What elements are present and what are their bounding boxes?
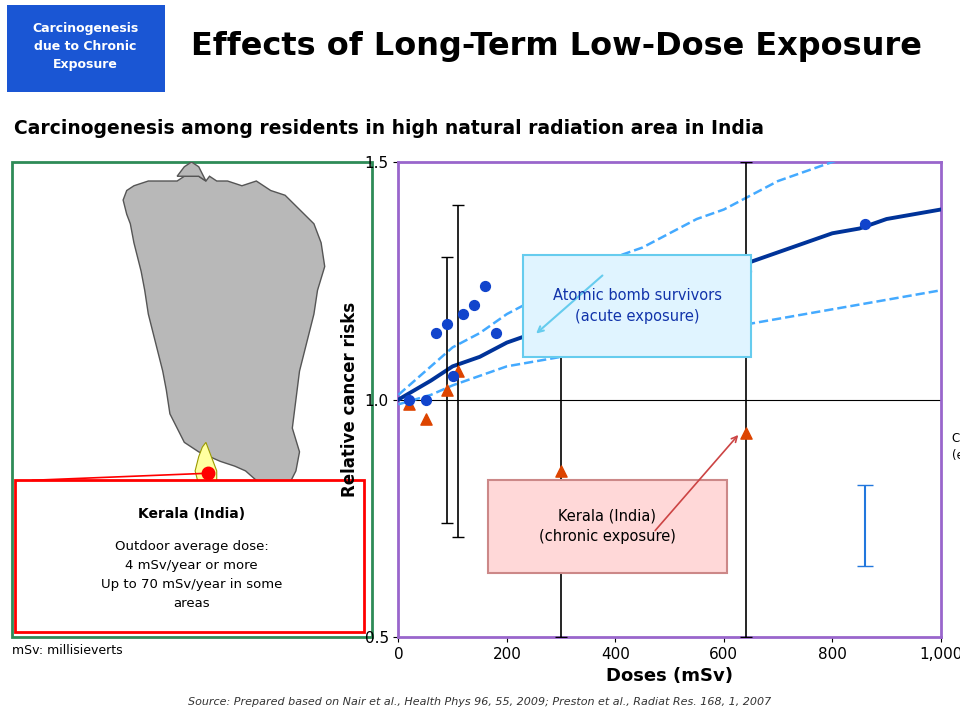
Text: Kerala (India): Kerala (India) (138, 507, 245, 521)
Point (440, 384, 455, 396)
Point (857, 218, 873, 230)
Text: Confidence interval
(error bar): Confidence interval (error bar) (951, 432, 960, 462)
Point (467, 299, 482, 310)
X-axis label: Doses (mSv): Doses (mSv) (606, 667, 733, 685)
Point (418, 413, 433, 424)
Point (586, 328, 601, 339)
Text: Effects of Long-Term Low-Dose Exposure: Effects of Long-Term Low-Dose Exposure (191, 31, 923, 62)
Point (444, 370, 461, 382)
FancyBboxPatch shape (523, 255, 751, 357)
Point (429, 328, 444, 339)
FancyBboxPatch shape (12, 162, 372, 637)
Text: Carcinogenesis
due to Chronic
Exposure: Carcinogenesis due to Chronic Exposure (33, 22, 138, 71)
FancyBboxPatch shape (488, 480, 727, 573)
Text: Source: Prepared based on Nair et al., Health Phys 96, 55, 2009; Preston et al.,: Source: Prepared based on Nair et al., H… (188, 697, 772, 707)
Text: mSv: millisieverts: mSv: millisieverts (12, 644, 122, 657)
Point (450, 365, 466, 377)
Point (440, 318, 455, 329)
Point (401, 399, 417, 410)
FancyBboxPatch shape (7, 5, 165, 92)
Point (738, 427, 754, 438)
Point (477, 280, 492, 292)
Point (401, 394, 417, 405)
FancyBboxPatch shape (15, 480, 365, 632)
Text: Kerala (India)
(chronic exposure): Kerala (India) (chronic exposure) (539, 508, 676, 544)
Text: Atomic bomb survivors
(acute exposure): Atomic bomb survivors (acute exposure) (553, 287, 722, 323)
Polygon shape (123, 176, 324, 490)
Text: Carcinogenesis among residents in high natural radiation area in India: Carcinogenesis among residents in high n… (14, 120, 764, 138)
Text: Outdoor average dose:
4 mSv/year or more
Up to 70 mSv/year in some
areas: Outdoor average dose: 4 mSv/year or more… (101, 540, 282, 610)
Point (489, 328, 504, 339)
Point (418, 394, 433, 405)
Point (553, 465, 568, 477)
Y-axis label: Relative cancer risks: Relative cancer risks (341, 302, 359, 498)
Point (456, 308, 471, 320)
Point (738, 266, 754, 277)
Point (553, 308, 568, 320)
Polygon shape (195, 442, 217, 500)
Polygon shape (177, 162, 206, 181)
